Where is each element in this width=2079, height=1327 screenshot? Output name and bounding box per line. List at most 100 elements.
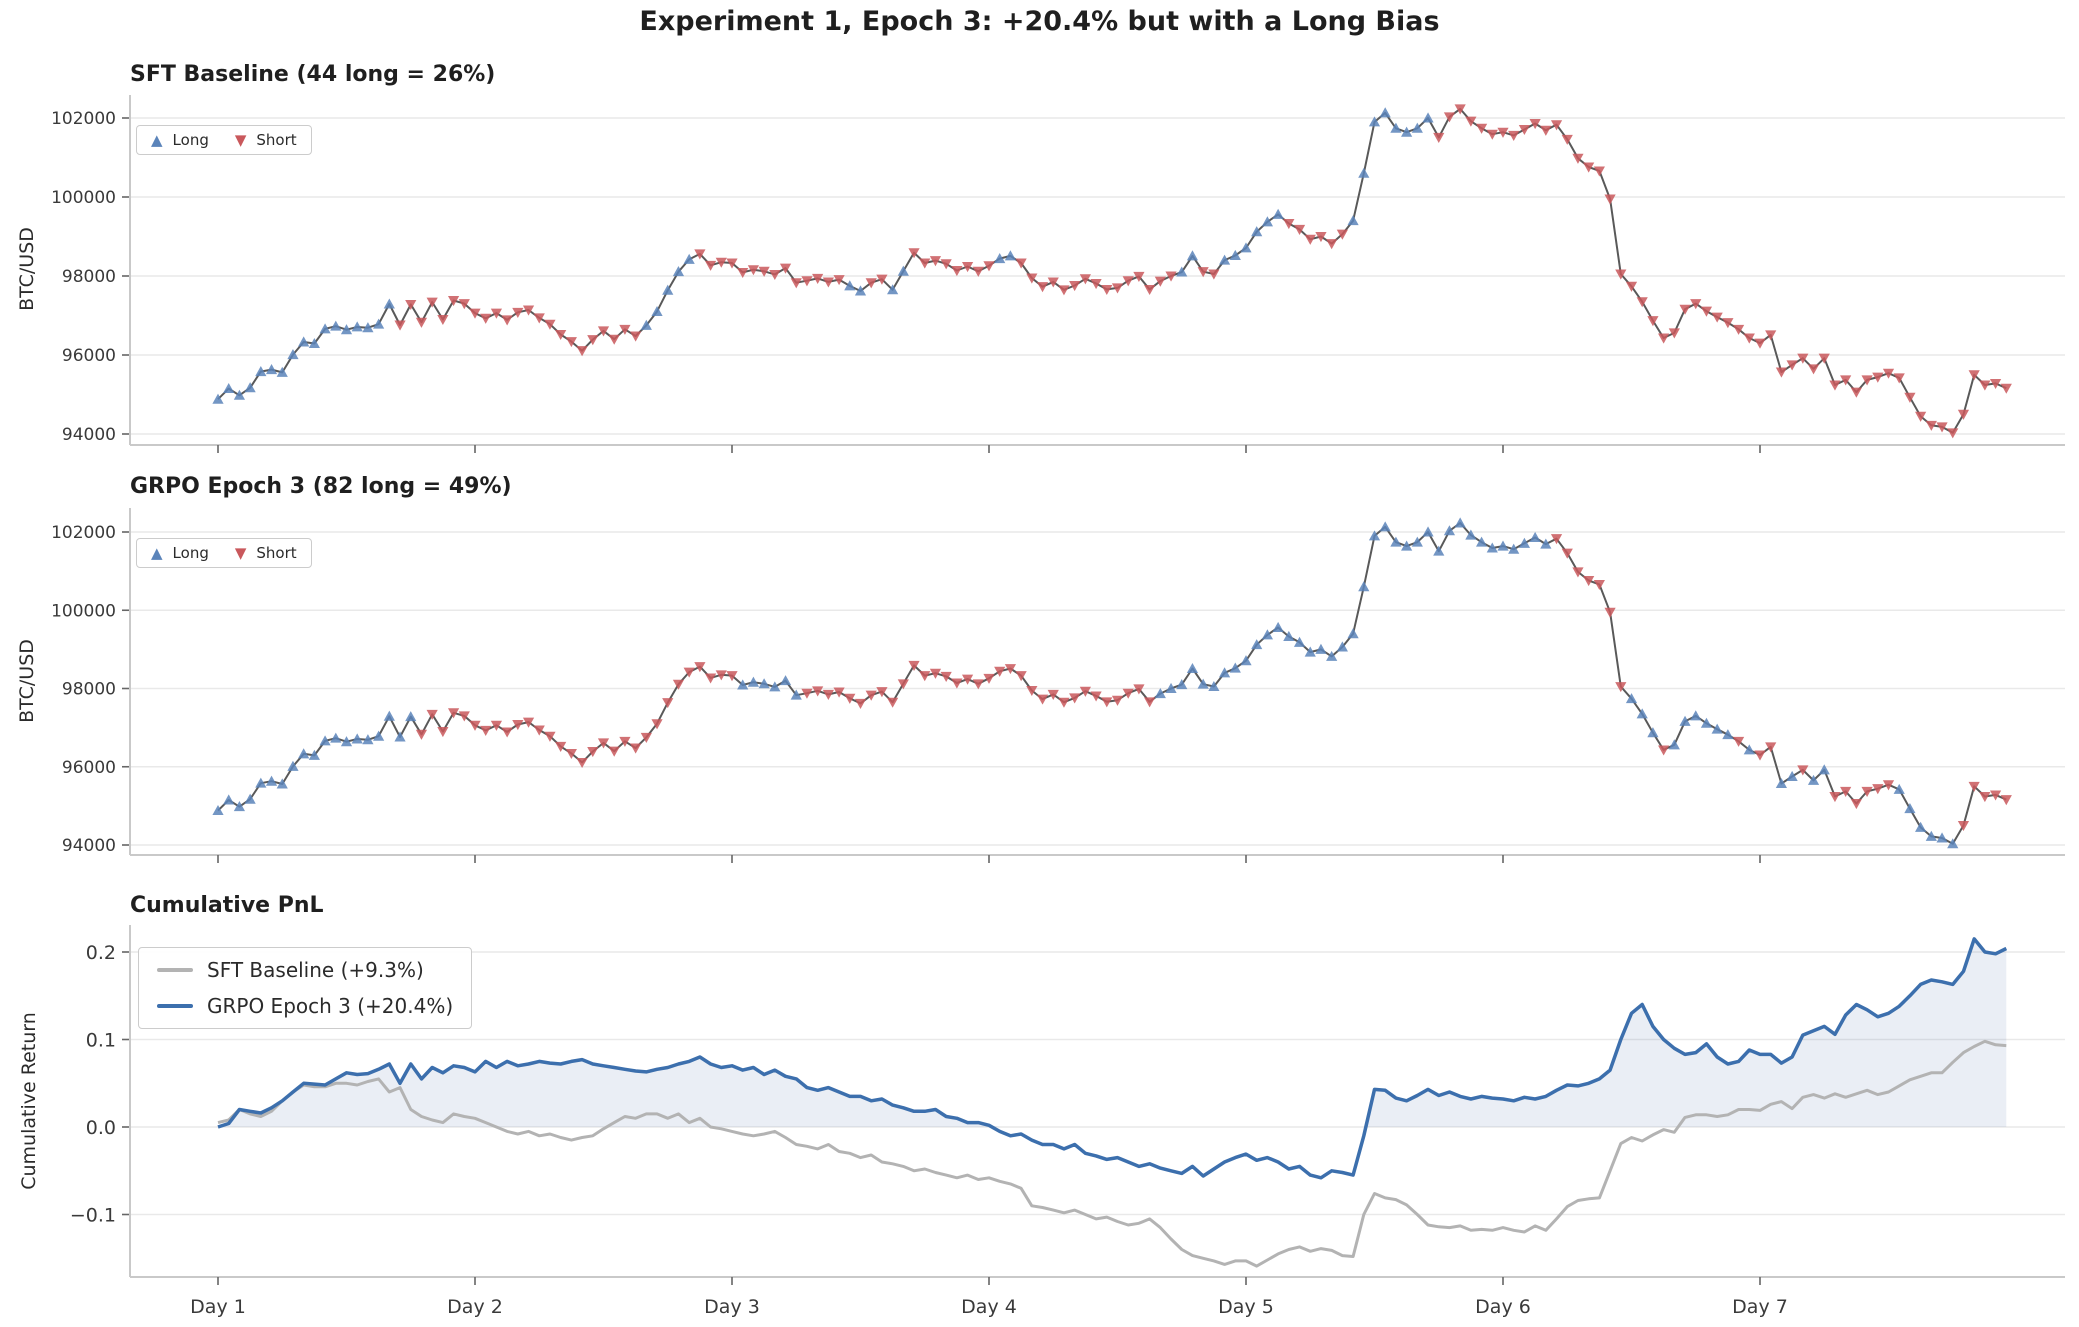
long-marker [1315, 643, 1327, 654]
short-marker [608, 746, 620, 757]
long-marker [1283, 630, 1295, 641]
pnl-axes: −0.1 0.0 0.1 0.2 Day 1 Day 2 Day 3 Day 4 Day 5 Da… [70, 925, 2065, 1318]
short-marker [1861, 375, 1873, 386]
x-tick-label: Day 4 [961, 1296, 1017, 1318]
long-marker [244, 382, 256, 393]
long-marker [394, 731, 406, 742]
long-marker [1326, 650, 1338, 661]
short-marker [833, 275, 845, 286]
long-marker [662, 284, 674, 295]
short-marker [908, 660, 920, 672]
short-marker [672, 679, 685, 690]
short-marker [940, 259, 952, 270]
long-marker [1518, 537, 1531, 548]
short-marker [972, 679, 984, 690]
long-marker [383, 298, 395, 309]
long-marker [737, 679, 749, 690]
short-marker [597, 738, 610, 749]
short-marker [1058, 697, 1070, 708]
x-tick-label: Day 1 [190, 1296, 246, 1318]
long-marker [1818, 764, 1830, 775]
short-marker [961, 262, 974, 273]
short-marker [1957, 820, 1970, 832]
short-marker [469, 308, 481, 319]
short-marker [790, 278, 802, 289]
short-marker [490, 308, 503, 319]
long-marker [1401, 126, 1413, 137]
short-marker [1583, 162, 1595, 173]
long-marker [1218, 667, 1231, 678]
long-marker [1293, 636, 1306, 647]
short-marker [812, 273, 824, 284]
short-marker [694, 662, 706, 673]
short-marker [522, 717, 535, 728]
long-marker [1711, 723, 1723, 734]
short-marker [908, 248, 920, 259]
long-marker [1422, 112, 1434, 123]
long-marker [330, 320, 342, 331]
long-marker [1411, 536, 1423, 547]
long-marker [298, 748, 310, 759]
long-marker [319, 323, 331, 334]
long-marker [362, 734, 374, 745]
short-marker [576, 346, 588, 357]
long-marker [1229, 249, 1241, 260]
short-marker [565, 748, 577, 760]
short-marker [1036, 694, 1049, 705]
short-marker [726, 671, 738, 682]
short-marker [1968, 781, 1980, 792]
short-marker [1957, 409, 1970, 420]
long-marker [319, 735, 331, 746]
long-marker [212, 804, 224, 816]
short-marker [1122, 276, 1134, 287]
long-marker [1218, 254, 1231, 265]
short-marker [533, 725, 545, 736]
short-marker [1872, 372, 1884, 383]
long-marker [758, 678, 770, 689]
short-marker [929, 256, 942, 267]
sft-legend-long-label: Long [172, 131, 209, 149]
short-marker [1561, 548, 1573, 559]
y-tick-label: 102000 [51, 109, 116, 129]
short-marker [1989, 378, 2002, 390]
long-marker [1508, 543, 1520, 554]
long-marker [1154, 687, 1166, 699]
long-marker [1165, 682, 1177, 693]
long-marker [887, 284, 899, 295]
grpo-series [212, 517, 2012, 849]
long-marker [1304, 646, 1316, 657]
short-marker [1679, 304, 1691, 315]
pnl-series [217, 937, 2008, 1268]
short-marker [1144, 697, 1156, 708]
short-marker [1133, 684, 1145, 695]
long-marker [362, 322, 374, 333]
pnl-legend-sft-label: SFT Baseline (+9.3%) [207, 958, 424, 982]
y-tick-label: 0.0 [86, 1117, 116, 1139]
short-marker [779, 263, 792, 274]
long-marker [1368, 116, 1381, 127]
long-marker [683, 253, 695, 264]
short-marker [1615, 682, 1627, 693]
long-marker [1390, 536, 1402, 547]
short-marker [458, 299, 470, 310]
short-marker [1765, 742, 1777, 753]
long-marker [351, 733, 363, 744]
y-tick-label: 94000 [62, 425, 116, 445]
long-marker [1251, 226, 1263, 237]
y-tick-label: 94000 [62, 836, 116, 856]
long-marker [1186, 250, 1199, 261]
long-marker [1465, 529, 1477, 540]
short-marker [512, 307, 524, 318]
short-marker [1004, 664, 1017, 675]
short-marker [1550, 534, 1563, 545]
long-marker [265, 364, 278, 375]
short-marker [426, 297, 438, 308]
short-marker [405, 299, 417, 311]
short-marker [1111, 695, 1124, 706]
short-marker [961, 674, 974, 685]
y-tick-label: 0.2 [86, 942, 116, 964]
long-marker [351, 321, 363, 332]
long-marker [1915, 821, 1927, 832]
long-marker [1208, 680, 1220, 692]
short-marker [1668, 328, 1680, 339]
